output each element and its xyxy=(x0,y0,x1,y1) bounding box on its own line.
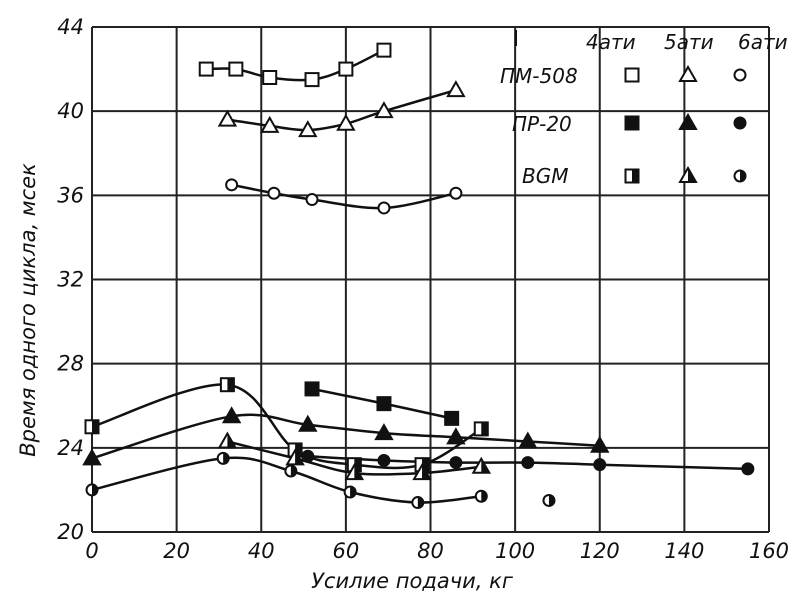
data-point xyxy=(304,381,320,397)
legend-col-5ati: 5ати xyxy=(664,30,714,54)
legend-col-6ati: 6ати xyxy=(738,30,788,54)
data-point xyxy=(741,462,755,476)
data-point xyxy=(376,42,392,58)
legend-marker xyxy=(624,168,640,184)
grid xyxy=(91,26,770,533)
data-point xyxy=(301,449,315,463)
data-point xyxy=(228,61,244,77)
data-point xyxy=(343,485,357,499)
data-point xyxy=(374,423,394,441)
y-tick-label: 28 xyxy=(57,352,84,376)
legend-row-pr20: ПР-20 xyxy=(512,112,572,136)
data-point xyxy=(285,448,305,466)
x-tick-label: 100 xyxy=(495,539,535,563)
legend-marker xyxy=(678,112,698,130)
legend: 4ати 5ати 6ати ПМ-508 ПР-20 BGM xyxy=(500,30,788,188)
x-tick-label: 140 xyxy=(664,539,704,563)
data-point xyxy=(374,101,394,119)
data-point xyxy=(336,113,356,131)
legend-marker xyxy=(624,115,640,131)
x-axis-label: Усилие подачи, кг xyxy=(311,569,514,593)
x-tick-label: 20 xyxy=(163,539,190,563)
data-point xyxy=(518,431,538,449)
data-point xyxy=(412,463,432,481)
x-tick-label: 80 xyxy=(417,539,444,563)
series-line xyxy=(231,183,457,210)
y-tick-label: 44 xyxy=(57,15,84,39)
legend-marker xyxy=(624,67,640,83)
legend-col-4ati: 4ати xyxy=(586,30,636,54)
data-point xyxy=(542,493,556,507)
data-point xyxy=(444,410,460,426)
data-point xyxy=(473,421,489,437)
series-curves xyxy=(91,48,748,504)
data-point xyxy=(590,435,610,453)
data-point xyxy=(471,456,491,474)
x-tick-label: 0 xyxy=(85,539,98,563)
legend-marker xyxy=(678,165,698,183)
y-tick-label: 40 xyxy=(57,99,84,123)
data-point xyxy=(225,178,239,192)
series-markers xyxy=(82,42,755,510)
data-point xyxy=(221,406,242,424)
legend-row-bgm: BGM xyxy=(522,164,568,188)
y-tick-label: 20 xyxy=(57,520,84,544)
data-point xyxy=(298,414,318,432)
data-point xyxy=(449,456,463,470)
data-point xyxy=(521,456,535,470)
data-point xyxy=(267,186,281,200)
legend-marker xyxy=(733,68,747,82)
data-point xyxy=(474,489,488,503)
legend-marker xyxy=(733,116,747,130)
data-point xyxy=(85,483,99,497)
data-point xyxy=(446,80,466,98)
data-point xyxy=(217,431,238,449)
y-axis-label: Время одного цикла, мсек xyxy=(16,163,40,457)
data-point xyxy=(217,109,238,127)
data-point xyxy=(198,61,214,77)
data-point xyxy=(593,458,607,472)
legend-row-pm508: ПМ-508 xyxy=(500,64,578,88)
data-point xyxy=(377,201,391,215)
legend-marker xyxy=(733,169,747,183)
data-point xyxy=(338,61,354,77)
y-tick-label: 36 xyxy=(57,183,84,207)
data-point xyxy=(262,70,278,85)
y-tick-label: 32 xyxy=(57,268,84,292)
data-point xyxy=(304,72,320,88)
data-point xyxy=(449,186,463,200)
data-point xyxy=(344,463,365,481)
x-tick-label: 60 xyxy=(333,539,360,563)
data-point xyxy=(259,115,280,133)
data-point xyxy=(82,448,102,466)
x-tick-label: 120 xyxy=(580,539,620,563)
data-point xyxy=(216,451,230,465)
data-point xyxy=(377,453,391,467)
data-point xyxy=(305,193,319,207)
legend-marker xyxy=(678,64,698,82)
x-tick-label: 160 xyxy=(749,539,789,563)
data-point xyxy=(298,120,318,138)
data-point xyxy=(446,427,466,445)
data-point xyxy=(219,377,235,393)
data-point xyxy=(411,496,425,510)
x-tick-label: 40 xyxy=(248,539,275,563)
data-point xyxy=(284,464,298,478)
y-tick-label: 24 xyxy=(57,436,84,460)
data-point xyxy=(376,396,392,412)
data-point xyxy=(84,419,100,435)
